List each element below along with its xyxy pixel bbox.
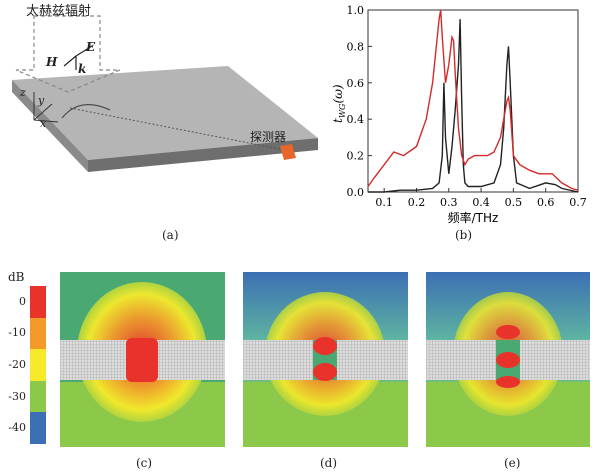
field-map-c — [60, 272, 225, 447]
z-axis-label: z — [20, 86, 26, 99]
x-tick-label: 0.5 — [505, 196, 523, 209]
transmission-chart: 0.1 0.2 0.3 0.4 0.5 0.6 0.70.00.20.40.60.81.0 … — [331, 4, 587, 225]
thz-source-arrow — [15, 15, 121, 93]
ylabel-main: t — [331, 118, 345, 123]
y-axis-label: y — [38, 94, 45, 107]
y-tick-label: 0.6 — [347, 77, 365, 90]
colorbar — [30, 286, 46, 444]
y-tick-label: 0.0 — [347, 186, 365, 199]
y-tick-label: 1.0 — [347, 4, 365, 17]
field-map-e — [426, 272, 590, 447]
caption-b: (b) — [455, 228, 473, 242]
x-tick-label: 0.3 — [440, 196, 458, 209]
x-tick-label: 0.1 — [375, 196, 393, 209]
caption-e: (e) — [504, 456, 521, 470]
plot-frame — [367, 9, 579, 193]
colorbar-tick-label: -10 — [8, 326, 26, 340]
field-maps — [60, 272, 590, 447]
colorbar-segment — [30, 286, 46, 318]
k-vector-label: k — [78, 62, 87, 76]
field-vectors — [63, 45, 93, 70]
series-line-1 — [368, 19, 579, 193]
colorbar-segment — [30, 412, 46, 444]
x-tick-label: 0.2 — [408, 196, 426, 209]
incidence-arc — [61, 104, 111, 119]
h-field-label: H — [46, 55, 58, 69]
colorbar-segment — [30, 317, 46, 350]
y-tick-label: 0.4 — [347, 113, 365, 126]
coordinate-axes — [33, 92, 59, 123]
x-tick-label: 0.7 — [569, 196, 587, 209]
colorbar-tick-label: 0 — [19, 294, 26, 308]
ylabel-arg: (ω) — [331, 84, 345, 103]
colorbar-unit: dB — [8, 270, 25, 284]
x-tick-label: 0.4 — [472, 196, 490, 209]
x-axis-label: x — [40, 117, 47, 130]
x-tick-label: 0.6 — [537, 196, 555, 209]
detector-block — [280, 144, 296, 160]
chart-y-label: tWG(ω) — [331, 84, 347, 123]
field-map-d — [243, 272, 408, 447]
slab-top — [12, 66, 318, 160]
panel-a-illustration — [12, 15, 318, 172]
caption-a: (a) — [162, 228, 179, 242]
slab-front — [88, 138, 318, 172]
caption-c: (c) — [136, 456, 153, 470]
chart-lines — [367, 9, 579, 193]
ylabel-sub: WG — [338, 103, 347, 118]
colorbar-tick-label: -30 — [8, 389, 26, 403]
colorbar-segment — [30, 349, 46, 381]
e-field-label: E — [86, 40, 96, 54]
thz-source-label: 太赫兹辐射 — [26, 4, 92, 19]
slab-side — [12, 80, 88, 172]
y-tick-label: 0.2 — [347, 150, 365, 163]
y-tick-label: 0.8 — [347, 40, 365, 53]
colorbar-segment — [30, 380, 46, 413]
caption-d: (d) — [320, 456, 338, 470]
colorbar-tick-label: -20 — [8, 358, 26, 371]
slit-array — [69, 107, 286, 151]
series-line-2 — [367, 9, 579, 191]
chart-axes — [367, 9, 579, 193]
detector-label: 探测器 — [250, 130, 287, 144]
colorbar-tick-label: -40 — [8, 421, 26, 435]
chart-ticks: 0.1 0.2 0.3 0.4 0.5 0.6 0.7 0.0 0.2 0.4 0.6 0.8 1.0 — [347, 4, 587, 209]
chart-x-label: 频率/THz — [448, 210, 499, 225]
